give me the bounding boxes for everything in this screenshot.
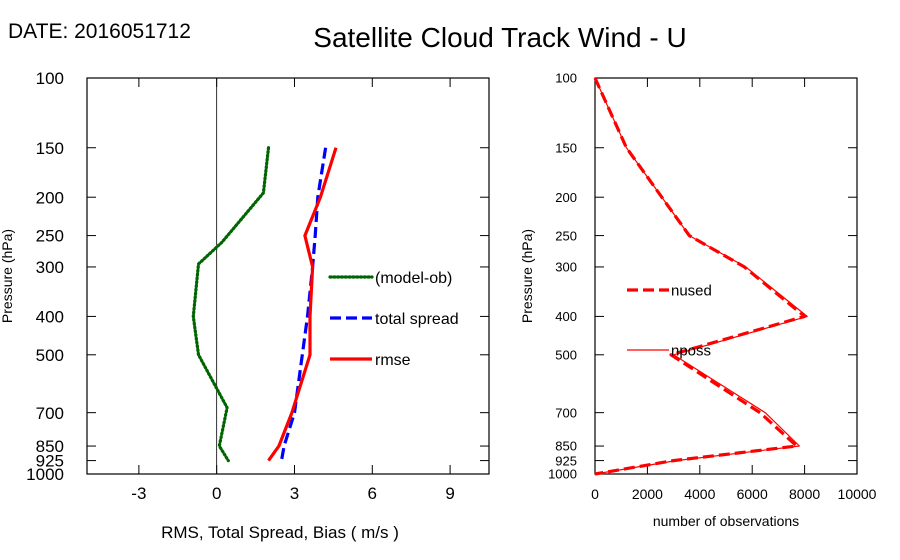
- series-line-nposs: [594, 77, 808, 475]
- left-plot-frame: [86, 77, 490, 475]
- x-tick-label: 4000: [684, 486, 715, 502]
- x-tick-label: -3: [131, 484, 146, 503]
- x-tick-label: 10000: [838, 486, 877, 502]
- x-tick-label: 6000: [737, 486, 768, 502]
- legend-label-nposs: nposs: [671, 342, 711, 359]
- series-line-rmse: [267, 147, 338, 462]
- y-tick-label: 1000: [26, 465, 64, 484]
- series-line-model-ob: [191, 146, 271, 463]
- y-tick-label: 150: [555, 140, 577, 155]
- x-tick-label: 2000: [632, 486, 663, 502]
- y-tick-label: 700: [36, 404, 64, 423]
- y-tick-label: 300: [555, 260, 577, 275]
- x-tick-label: 9: [445, 484, 454, 503]
- y-tick-label: 100: [36, 69, 64, 88]
- legend-label-total-spread: total spread: [375, 311, 459, 328]
- right-xlabel: number of observations: [653, 513, 799, 529]
- y-tick-label: 250: [555, 228, 577, 243]
- y-tick-label: 1000: [548, 467, 577, 482]
- legend-label-rmse: rmse: [375, 352, 411, 369]
- y-tick-label: 200: [36, 188, 64, 207]
- date-label: DATE: 2016051712: [8, 20, 191, 43]
- x-tick-label: 6: [368, 484, 377, 503]
- y-tick-label: 150: [36, 139, 64, 158]
- right-plot-frame: [594, 77, 858, 475]
- y-tick-label: 500: [555, 347, 577, 362]
- y-tick-label: 250: [36, 227, 64, 246]
- series-line-total-spread: [279, 147, 328, 461]
- left-panel: RMS, Total Spread, Bias ( m/s ) Pressure…: [0, 69, 490, 542]
- x-tick-label: 8000: [789, 486, 820, 502]
- y-tick-label: 200: [555, 190, 577, 205]
- y-tick-label: 925: [555, 453, 577, 468]
- right-ylabel: Pressure (hPa): [519, 229, 535, 323]
- left-ylabel: Pressure (hPa): [0, 229, 15, 323]
- y-tick-label: 300: [36, 258, 64, 277]
- y-tick-label: 925: [36, 452, 64, 471]
- y-tick-label: 400: [36, 308, 64, 327]
- y-tick-label: 400: [555, 309, 577, 324]
- legend-label-nused: nused: [671, 282, 712, 299]
- left-xlabel: RMS, Total Spread, Bias ( m/s ): [161, 523, 399, 542]
- x-tick-label: 0: [212, 484, 221, 503]
- series-line-nused: [593, 77, 807, 476]
- y-tick-label: 850: [36, 437, 64, 456]
- x-tick-label: 0: [591, 486, 599, 502]
- y-tick-label: 100: [555, 71, 577, 86]
- y-tick-label: 700: [555, 405, 577, 420]
- y-tick-label: 500: [36, 346, 64, 365]
- chart-title: Satellite Cloud Track Wind - U: [313, 22, 687, 53]
- x-tick-label: 3: [290, 484, 299, 503]
- y-tick-label: 850: [555, 439, 577, 454]
- legend-label-model-ob: (model-ob): [375, 270, 452, 287]
- right-panel: number of observations Pressure (hPa) 10…: [519, 71, 877, 529]
